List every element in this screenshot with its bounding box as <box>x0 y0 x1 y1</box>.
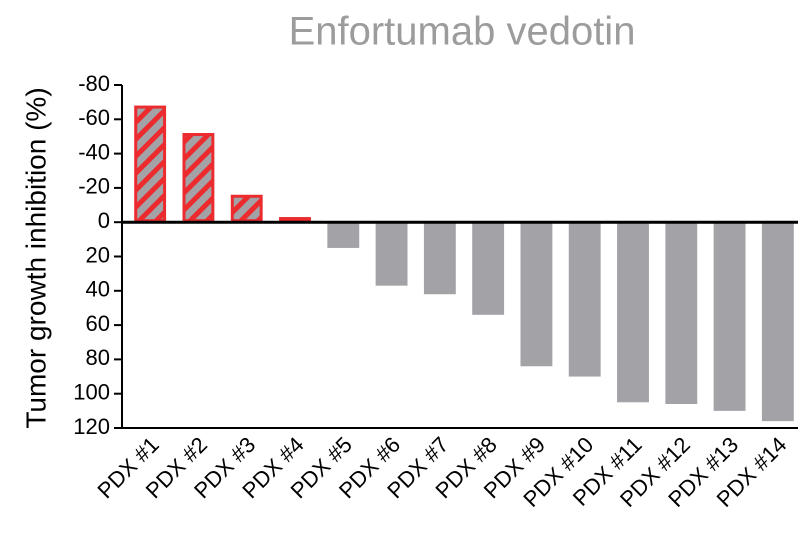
y-tick-label: 20 <box>86 242 110 267</box>
y-tick-label: 120 <box>73 414 110 439</box>
y-tick-label: 100 <box>73 380 110 405</box>
bar <box>327 222 360 248</box>
bar <box>375 222 408 286</box>
y-axis-label: Tumor growth inhibition (%) <box>20 87 51 428</box>
y-tick-label: -60 <box>78 105 110 130</box>
y-tick-label: 80 <box>86 345 110 370</box>
y-tick-label: -80 <box>78 71 110 96</box>
bar <box>134 105 167 223</box>
bar <box>761 222 794 422</box>
y-tick-label: 0 <box>98 208 110 233</box>
bar <box>617 222 649 403</box>
bar <box>665 222 698 404</box>
bar <box>713 222 746 411</box>
bar <box>230 194 263 223</box>
y-tick-label: 40 <box>86 277 110 302</box>
bar <box>182 133 215 223</box>
y-tick-label: 60 <box>86 311 110 336</box>
y-tick-label: -20 <box>78 174 110 199</box>
bar <box>472 222 505 315</box>
y-tick-label: -40 <box>78 139 110 164</box>
bar <box>279 217 311 223</box>
chart-title: Enfortumab vedotin <box>289 10 636 54</box>
bar <box>568 222 601 377</box>
bar <box>423 222 456 295</box>
bar <box>520 222 553 367</box>
